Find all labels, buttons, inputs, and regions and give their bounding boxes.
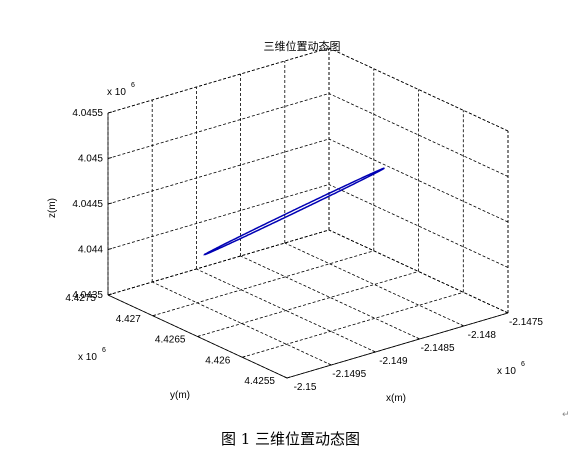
- y-tick-label: 4.426: [205, 355, 230, 366]
- y-multiplier: x 10 6: [78, 347, 106, 363]
- y-tick-mark: [286, 376, 291, 379]
- grid-line-z-right: [328, 138, 509, 223]
- figure-caption: 图 1 三维位置动态图: [220, 430, 361, 448]
- x-tick-mark: [372, 350, 376, 353]
- grid-line-y-floor: [242, 291, 464, 358]
- z-tick-mark: [107, 111, 113, 114]
- x-multiplier-exp: 6: [521, 361, 525, 368]
- grid-line-x-floor: [240, 255, 420, 340]
- tick-layer: -2.15 -2.1495 -2.149 -2.1485 -2.148 -2.1475 4.…: [65, 108, 543, 393]
- x-tick-mark: [416, 337, 420, 340]
- y-tick-mark: [152, 314, 156, 317]
- chart-title: 三维位置动态图: [264, 39, 341, 53]
- y-tick-mark: [242, 355, 246, 358]
- x-tick-label: -2.149: [379, 356, 408, 367]
- y-multiplier-exp: 6: [102, 347, 106, 354]
- grid-line-y-floor: [197, 271, 419, 337]
- data-layer: [202, 167, 385, 256]
- x-tick-mark: [283, 376, 288, 379]
- y-multiplier-base: x 10: [78, 352, 97, 363]
- grid-layer: [107, 47, 509, 379]
- x-tick-label: -2.1485: [421, 343, 455, 354]
- x-tick-mark: [504, 311, 509, 314]
- z-tick-label: 4.045: [78, 154, 103, 165]
- z-multiplier: x 10 6: [107, 82, 135, 98]
- grid-line-x-floor: [284, 242, 464, 327]
- z-multiplier-exp: 6: [131, 82, 135, 89]
- series-line-0: [202, 167, 385, 256]
- y-tick-label: 4.4275: [65, 293, 96, 304]
- z-tick-label: 4.0435: [72, 290, 103, 301]
- x-axis-label: x(m): [386, 393, 406, 404]
- box-edge: [107, 47, 330, 114]
- z-tick-mark: [107, 157, 113, 159]
- z-multiplier-base: x 10: [107, 87, 126, 98]
- z-tick-label: 4.0445: [72, 199, 103, 210]
- x-tick-mark: [460, 324, 464, 327]
- y-tick-mark: [197, 335, 201, 337]
- x-tick-mark: [328, 363, 332, 366]
- x-tick-label: -2.1495: [332, 369, 366, 380]
- x-tick-label: -2.1475: [509, 317, 543, 328]
- z-tick-mark: [107, 202, 113, 205]
- box-edge: [328, 47, 509, 132]
- x-multiplier: x 10 6: [497, 361, 525, 377]
- y-tick-label: 4.4265: [155, 335, 186, 346]
- frame-layer: [107, 47, 509, 379]
- x-tick-label: -2.15: [294, 382, 317, 393]
- grid-line-z-back: [107, 138, 330, 205]
- z-tick-label: 4.044: [78, 245, 103, 256]
- return-mark: ↵: [562, 410, 570, 420]
- grid-line-x-floor: [152, 281, 332, 366]
- z-tick-mark: [107, 248, 113, 250]
- y-axis-label: y(m): [170, 390, 190, 401]
- chart-3d-plot: -2.15 -2.1495 -2.149 -2.1485 -2.148 -2.1475 4.…: [47, 39, 543, 404]
- grid-line-y-floor: [152, 250, 374, 317]
- grid-line-x-floor: [196, 268, 376, 353]
- grid-line-z-back: [107, 93, 330, 159]
- box-edge: [328, 229, 509, 314]
- z-axis-label: z(m): [47, 198, 58, 218]
- grid-line-z-right: [328, 184, 509, 268]
- x-multiplier-base: x 10: [497, 366, 516, 377]
- x-tick-label: -2.148: [468, 330, 497, 341]
- box-edge: [107, 229, 330, 296]
- y-tick-label: 4.427: [116, 314, 141, 325]
- z-tick-mark: [107, 293, 113, 296]
- grid-line-z-back: [107, 184, 330, 250]
- grid-line-z-right: [328, 93, 509, 177]
- axis-line-x: [286, 312, 509, 379]
- y-tick-label: 4.4255: [244, 376, 275, 387]
- z-tick-label: 4.0455: [72, 108, 103, 119]
